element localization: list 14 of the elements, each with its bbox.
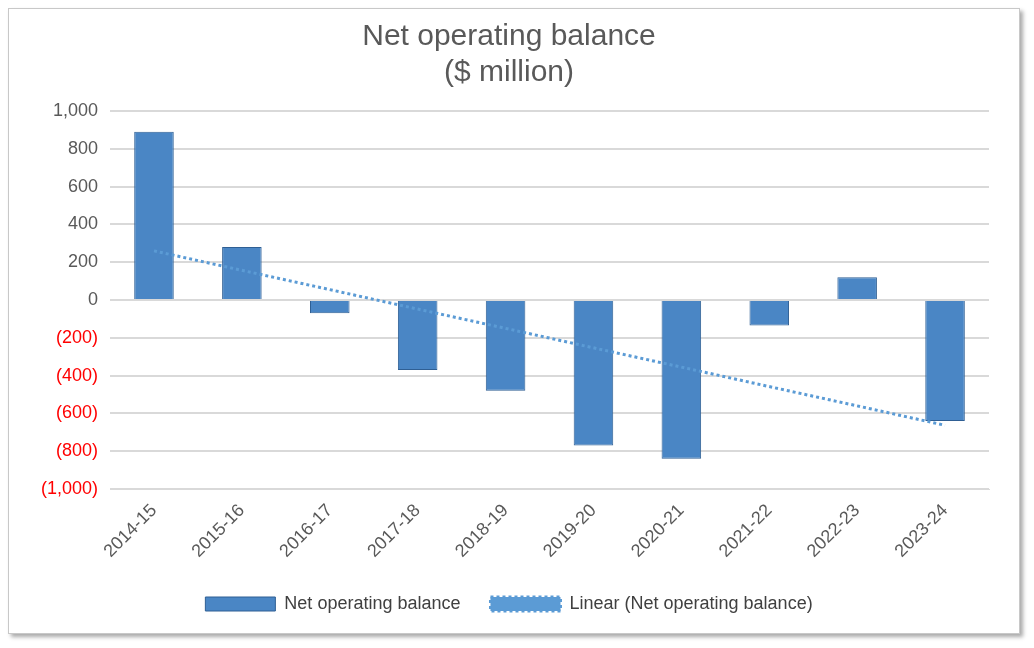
y-tick-label: (400) <box>56 364 99 385</box>
y-tick-label: (1,000) <box>40 477 99 498</box>
y-tick-label: (600) <box>56 402 99 423</box>
y-tick-label: 200 <box>67 251 99 272</box>
y-tick-label: 600 <box>67 175 99 196</box>
legend-label: Net operating balance <box>284 592 461 613</box>
legend-label: Linear (Net operating balance) <box>569 592 813 613</box>
y-tick-label: 400 <box>67 213 99 234</box>
y-tick-label: (800) <box>56 440 99 461</box>
y-tick-label: 800 <box>67 137 99 158</box>
y-tick-label: 1,000 <box>52 99 99 120</box>
y-tick-label: 0 <box>88 288 99 309</box>
chart-title: Net operating balance ($ million) <box>362 18 656 88</box>
y-tick-label: (200) <box>56 326 99 347</box>
